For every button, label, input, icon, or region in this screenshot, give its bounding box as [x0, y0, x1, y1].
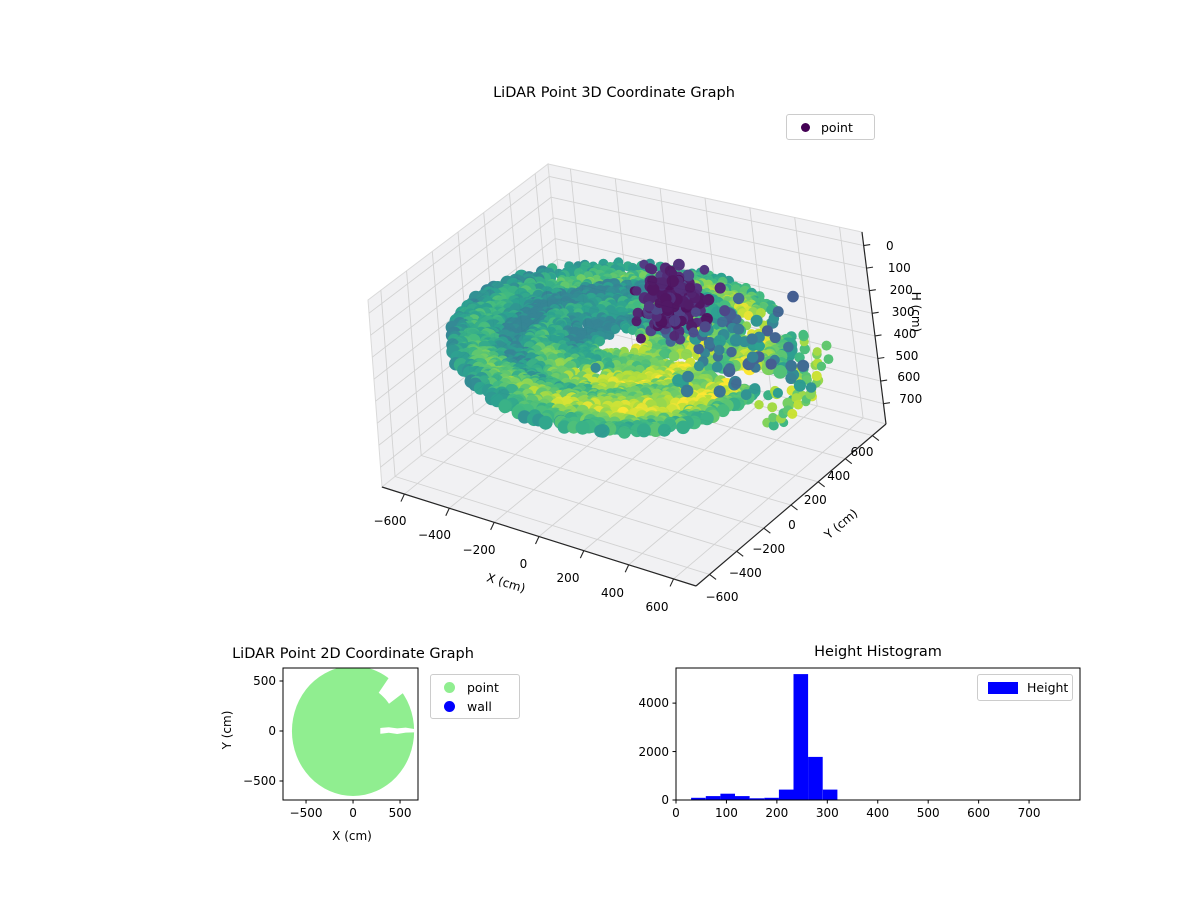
hist-bar — [822, 789, 838, 800]
plot3d-points — [445, 257, 834, 439]
plot2d-gap-sliver — [380, 727, 418, 734]
hist-ticks — [672, 702, 1030, 804]
hist-bar — [705, 796, 721, 800]
plot2d-title: LiDAR Point 2D Coordinate Graph — [232, 646, 474, 662]
plot2d-legend-row-point: point — [444, 680, 519, 695]
plot3d-title: LiDAR Point 3D Coordinate Graph — [493, 85, 735, 101]
point-marker-icon — [444, 681, 455, 693]
plot3d-zaxis-label: H (cm) — [909, 291, 923, 333]
plot3d-legend-label: point — [821, 119, 853, 135]
plot2d-legend-label-point: point — [467, 679, 499, 695]
plot2d-yaxis-label: Y (cm) — [220, 710, 234, 750]
hist-legend-label: Height — [1027, 680, 1069, 695]
plot2d-gap-wedge — [378, 669, 412, 704]
plot2d-point-disc — [291, 668, 415, 796]
hist-bar — [691, 797, 706, 800]
height-bar-swatch-icon — [988, 681, 1018, 694]
plot2d-xaxis-label: X (cm) — [332, 829, 372, 843]
plot2d-ticks — [279, 680, 401, 804]
hist-bar — [793, 674, 809, 800]
plot2d-legend-row-wall: wall — [444, 699, 519, 714]
plot3d-ticks — [400, 244, 891, 587]
plot3d-legend[interactable]: point — [786, 114, 875, 140]
plot2d-points-region — [291, 668, 418, 796]
hist-bar — [720, 793, 735, 800]
plot2d-legend[interactable]: point wall — [430, 674, 520, 719]
hist-bar — [764, 797, 779, 800]
wall-marker-icon — [444, 700, 455, 712]
hist-title: Height Histogram — [814, 644, 942, 660]
plot2d-spines — [282, 667, 419, 801]
hist-bars — [691, 674, 838, 800]
hist-bar — [778, 789, 794, 800]
point-marker-icon — [801, 122, 810, 132]
hist-bar — [749, 798, 765, 800]
hist-bar — [735, 796, 750, 800]
hist-legend[interactable]: Height — [977, 674, 1073, 701]
plot2d-legend-label-wall: wall — [467, 698, 492, 714]
plot2d-area — [279, 667, 419, 804]
hist-bar — [808, 756, 823, 800]
